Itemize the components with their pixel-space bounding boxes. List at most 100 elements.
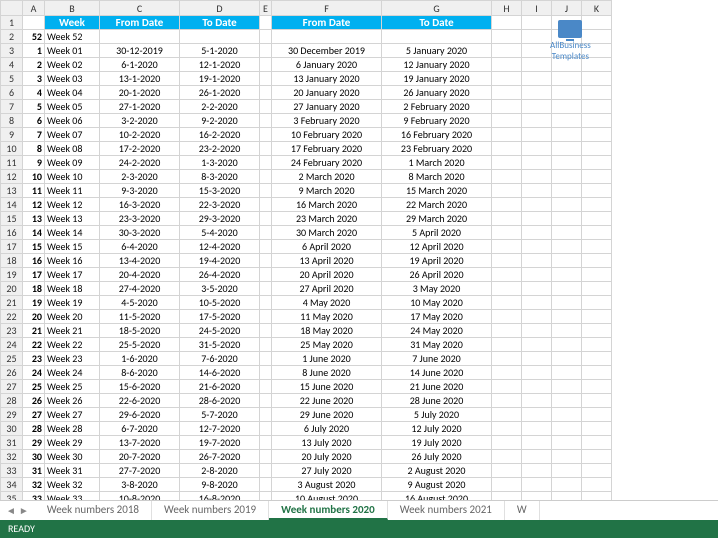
cell[interactable]	[522, 366, 552, 380]
cell-to-long[interactable]: 2 August 2020	[382, 464, 492, 478]
row-13[interactable]: 13	[1, 184, 23, 198]
cell[interactable]	[492, 296, 522, 310]
cell-to-long[interactable]: 15 March 2020	[382, 184, 492, 198]
cell[interactable]	[260, 268, 272, 282]
cell-from[interactable]: 15-6-2020	[100, 380, 180, 394]
row-10[interactable]: 10	[1, 142, 23, 156]
cell[interactable]	[492, 464, 522, 478]
cell[interactable]	[260, 478, 272, 492]
cell[interactable]	[552, 380, 582, 394]
cell-from-long[interactable]: 13 July 2020	[272, 436, 382, 450]
row-24[interactable]: 24	[1, 338, 23, 352]
row-17[interactable]: 17	[1, 240, 23, 254]
cell[interactable]	[260, 156, 272, 170]
cell-week[interactable]: Week 20	[45, 310, 100, 324]
cell-to[interactable]: 19-4-2020	[180, 254, 260, 268]
cell[interactable]	[260, 58, 272, 72]
cell-E1[interactable]	[260, 16, 272, 30]
cell[interactable]	[492, 338, 522, 352]
cell[interactable]	[492, 436, 522, 450]
cell[interactable]	[582, 394, 612, 408]
cell[interactable]	[260, 114, 272, 128]
cell-to-long[interactable]: 12 April 2020	[382, 240, 492, 254]
cell-from-long[interactable]: 4 May 2020	[272, 296, 382, 310]
hdr-week[interactable]: Week	[45, 16, 100, 30]
cell[interactable]	[492, 226, 522, 240]
cell-num[interactable]: 18	[23, 282, 45, 296]
cell-from[interactable]: 20-1-2020	[100, 86, 180, 100]
cell-from-long[interactable]: 16 March 2020	[272, 198, 382, 212]
cell[interactable]	[552, 408, 582, 422]
cell[interactable]	[522, 184, 552, 198]
cell-num[interactable]: 15	[23, 240, 45, 254]
cell-week[interactable]: Week 52	[45, 30, 100, 44]
cell-num[interactable]: 14	[23, 226, 45, 240]
cell-week[interactable]: Week 33	[45, 492, 100, 501]
cell[interactable]	[492, 254, 522, 268]
cell[interactable]	[522, 16, 552, 30]
cell[interactable]	[582, 212, 612, 226]
row-14[interactable]: 14	[1, 198, 23, 212]
cell[interactable]	[492, 44, 522, 58]
col-F[interactable]: F	[272, 1, 382, 16]
cell-week[interactable]: Week 17	[45, 268, 100, 282]
cell[interactable]	[492, 240, 522, 254]
cell[interactable]	[552, 394, 582, 408]
cell[interactable]	[522, 44, 552, 58]
cell-from[interactable]: 29-6-2020	[100, 408, 180, 422]
col-K[interactable]: K	[582, 1, 612, 16]
cell-from[interactable]: 18-5-2020	[100, 324, 180, 338]
cell-from-long[interactable]: 25 May 2020	[272, 338, 382, 352]
cell[interactable]	[260, 436, 272, 450]
cell[interactable]	[522, 156, 552, 170]
cell-num[interactable]: 28	[23, 422, 45, 436]
cell-from-long[interactable]: 13 April 2020	[272, 254, 382, 268]
cell-num[interactable]: 16	[23, 254, 45, 268]
cell[interactable]	[522, 58, 552, 72]
cell-from[interactable]: 6-4-2020	[100, 240, 180, 254]
cell-from-long[interactable]: 18 May 2020	[272, 324, 382, 338]
cell[interactable]	[552, 422, 582, 436]
cell-from-long[interactable]: 30 December 2019	[272, 44, 382, 58]
tab-week-numbers-2020[interactable]: Week numbers 2020	[269, 501, 388, 520]
cell-to-long[interactable]: 16 February 2020	[382, 128, 492, 142]
cell-from-long[interactable]: 27 July 2020	[272, 464, 382, 478]
cell[interactable]	[492, 128, 522, 142]
col-H[interactable]: H	[492, 1, 522, 16]
cell-num[interactable]: 7	[23, 128, 45, 142]
cell[interactable]	[260, 226, 272, 240]
cell[interactable]	[522, 422, 552, 436]
cell-to[interactable]: 8-3-2020	[180, 170, 260, 184]
cell[interactable]	[552, 156, 582, 170]
cell-to[interactable]: 22-3-2020	[180, 198, 260, 212]
cell[interactable]	[582, 156, 612, 170]
cell[interactable]	[552, 254, 582, 268]
row-12[interactable]: 12	[1, 170, 23, 184]
cell[interactable]	[272, 30, 382, 44]
cell[interactable]	[552, 492, 582, 501]
cell-to-long[interactable]: 23 February 2020	[382, 142, 492, 156]
cell-to[interactable]: 17-5-2020	[180, 310, 260, 324]
cell[interactable]	[582, 422, 612, 436]
col-E[interactable]: E	[260, 1, 272, 16]
cell-from-long[interactable]: 27 April 2020	[272, 282, 382, 296]
cell-to-long[interactable]: 14 June 2020	[382, 366, 492, 380]
cell-week[interactable]: Week 27	[45, 408, 100, 422]
cell-week[interactable]: Week 18	[45, 282, 100, 296]
cell[interactable]	[552, 310, 582, 324]
cell-num[interactable]: 33	[23, 492, 45, 501]
cell[interactable]	[582, 464, 612, 478]
cell[interactable]	[492, 268, 522, 282]
cell[interactable]	[582, 450, 612, 464]
cell[interactable]	[582, 100, 612, 114]
cell-to-long[interactable]: 26 July 2020	[382, 450, 492, 464]
cell[interactable]	[492, 170, 522, 184]
cell-from-long[interactable]: 9 March 2020	[272, 184, 382, 198]
cell-to[interactable]: 1-3-2020	[180, 156, 260, 170]
cell-to-long[interactable]: 9 February 2020	[382, 114, 492, 128]
cell[interactable]	[492, 324, 522, 338]
cell-from[interactable]: 3-8-2020	[100, 478, 180, 492]
cell[interactable]	[552, 226, 582, 240]
cell-from-long[interactable]: 27 January 2020	[272, 100, 382, 114]
cell-num[interactable]: 19	[23, 296, 45, 310]
